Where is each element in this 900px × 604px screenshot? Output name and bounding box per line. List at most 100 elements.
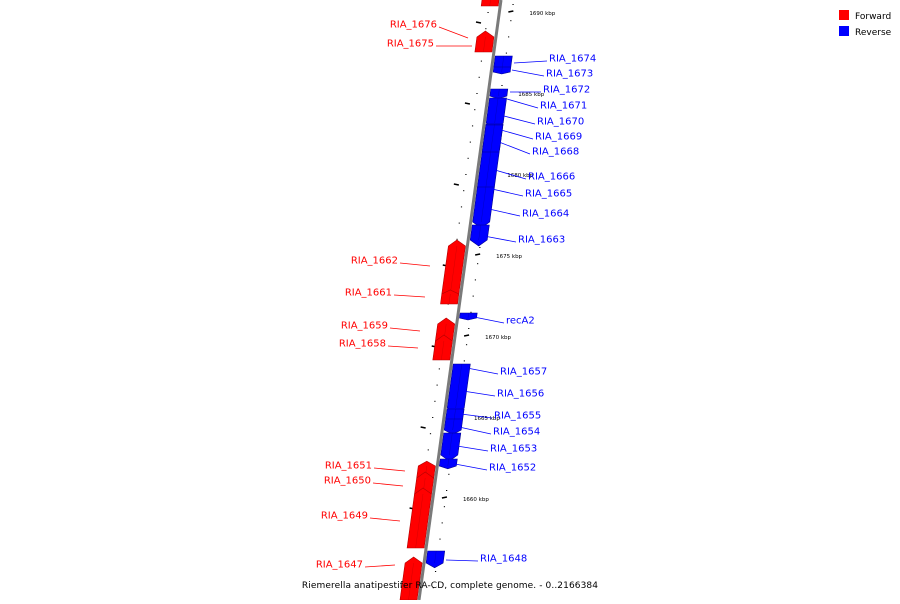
minor-tick <box>436 384 438 386</box>
gene-label[interactable]: RIA_1662 <box>351 256 398 267</box>
gene-arrow-shade <box>494 97 499 124</box>
gene-label[interactable]: RIA_1663 <box>518 235 565 246</box>
tick-label: 1660 kbp <box>463 497 489 503</box>
gene-label[interactable]: RIA_1671 <box>540 101 587 112</box>
legend: Forward Reverse <box>839 10 892 38</box>
gene-leader-line <box>445 559 479 562</box>
minor-tick <box>439 538 441 540</box>
gene-leader-line <box>454 463 488 471</box>
gene-arrow[interactable] <box>440 289 460 305</box>
gene-arrow-shade <box>489 0 491 7</box>
gene-arrow[interactable] <box>432 334 453 361</box>
gene-label[interactable]: RIA_1670 <box>537 117 584 128</box>
gene-arrow-shade <box>449 432 453 456</box>
gene-label[interactable]: RIA_1668 <box>532 147 579 158</box>
gene-label[interactable]: RIA_1676 <box>390 20 437 31</box>
gene-label[interactable]: RIA_1648 <box>480 554 527 565</box>
gene-label[interactable]: RIA_1664 <box>522 209 569 220</box>
minor-tick <box>438 368 440 370</box>
gene-label[interactable]: RIA_1650 <box>324 476 371 487</box>
gene-arrow-shade <box>452 418 455 431</box>
gene-label[interactable]: RIA_1653 <box>490 444 537 455</box>
gene-arrow[interactable] <box>406 487 432 549</box>
gene-label[interactable]: RIA_1649 <box>321 511 368 522</box>
gene-arrow-shade <box>485 151 491 188</box>
gene-arrow-shade <box>480 186 487 223</box>
minor-tick <box>505 52 508 54</box>
gene-leader-line <box>473 316 505 324</box>
gene-arrow[interactable] <box>441 239 466 295</box>
gene-label[interactable]: recA2 <box>506 316 535 327</box>
gene-leader-line <box>494 169 527 180</box>
gene-arrow-shade <box>490 124 495 153</box>
gene-label[interactable]: RIA_1656 <box>497 389 544 400</box>
minor-tick <box>467 157 469 159</box>
gene-label[interactable]: RIA_1666 <box>528 172 575 183</box>
gene-leader-line <box>369 517 401 522</box>
gene-leader-line <box>466 367 499 375</box>
minor-tick <box>427 449 429 451</box>
gene-label[interactable]: RIA_1673 <box>546 69 593 80</box>
gene-label[interactable]: RIA_1672 <box>543 85 590 96</box>
gene-label[interactable]: RIA_1674 <box>549 54 596 65</box>
gene-arrow[interactable] <box>440 432 462 462</box>
gene-leader-line <box>399 262 431 267</box>
minor-tick <box>479 247 481 248</box>
tick-mark <box>441 496 448 499</box>
gene-arrow[interactable] <box>399 556 423 601</box>
tick-mark <box>453 183 460 186</box>
minor-tick <box>432 417 434 418</box>
minor-tick <box>465 344 468 346</box>
tick-label: 1665 kbp <box>474 416 500 422</box>
gene-arrow-shade <box>408 562 414 601</box>
gene-arrow-shade <box>448 293 451 305</box>
minor-tick <box>510 20 512 22</box>
gene-arrow[interactable] <box>416 460 436 479</box>
gene-arrow-shade <box>441 340 445 361</box>
minor-tick <box>477 263 479 265</box>
minor-tick <box>448 473 450 475</box>
gene-label[interactable]: RIA_1675 <box>387 39 434 50</box>
gene-arrow[interactable] <box>425 550 446 569</box>
legend-forward-label: Forward <box>855 12 891 22</box>
gene-label[interactable]: RIA_1659 <box>341 321 388 332</box>
gene-arrow-shade <box>453 408 456 420</box>
gene-label[interactable]: RIA_1652 <box>489 463 536 474</box>
minor-tick <box>432 587 434 589</box>
gene-leader-line <box>393 294 426 298</box>
minor-tick <box>460 206 463 208</box>
minor-tick <box>485 28 487 30</box>
gene-label[interactable]: RIA_1657 <box>500 367 547 378</box>
gene-label[interactable]: RIA_1655 <box>494 411 541 422</box>
gene-label[interactable]: RIA_1647 <box>316 560 363 571</box>
tick-label: 1680 kbp <box>507 173 533 179</box>
minor-tick <box>508 36 510 38</box>
gene-leader-line <box>460 413 493 419</box>
minor-tick <box>512 4 514 5</box>
gene-label[interactable]: RIA_1651 <box>325 461 372 472</box>
minor-tick <box>458 222 460 224</box>
legend-reverse-label: Reverse <box>855 28 892 38</box>
minor-tick <box>476 93 478 94</box>
gene-label[interactable]: RIA_1654 <box>493 427 540 438</box>
gene-arrow[interactable] <box>474 30 495 53</box>
gene-label[interactable]: RIA_1669 <box>535 132 582 143</box>
gene-leader-line <box>506 98 539 109</box>
gene-leader-line <box>503 115 536 125</box>
tick-label: 1690 kbp <box>529 11 555 17</box>
gene-leader-line <box>483 235 517 243</box>
gene-leader-line <box>511 69 545 77</box>
gene-arrow[interactable] <box>435 317 456 342</box>
genome-axis <box>417 0 503 601</box>
gene-arrow[interactable] <box>414 471 435 495</box>
gene-arrow[interactable] <box>469 224 490 247</box>
gene-arrow[interactable] <box>443 418 464 435</box>
gene-label[interactable]: RIA_1665 <box>525 189 572 200</box>
gene-leader-line <box>500 129 534 140</box>
gene-label[interactable]: RIA_1661 <box>345 288 392 299</box>
gene-arrow-shade <box>501 66 503 73</box>
gene-leader-line <box>373 467 406 472</box>
genome-axis-line <box>417 0 503 601</box>
gene-label[interactable]: RIA_1658 <box>339 339 386 350</box>
gene-arrow-shade <box>447 458 450 467</box>
